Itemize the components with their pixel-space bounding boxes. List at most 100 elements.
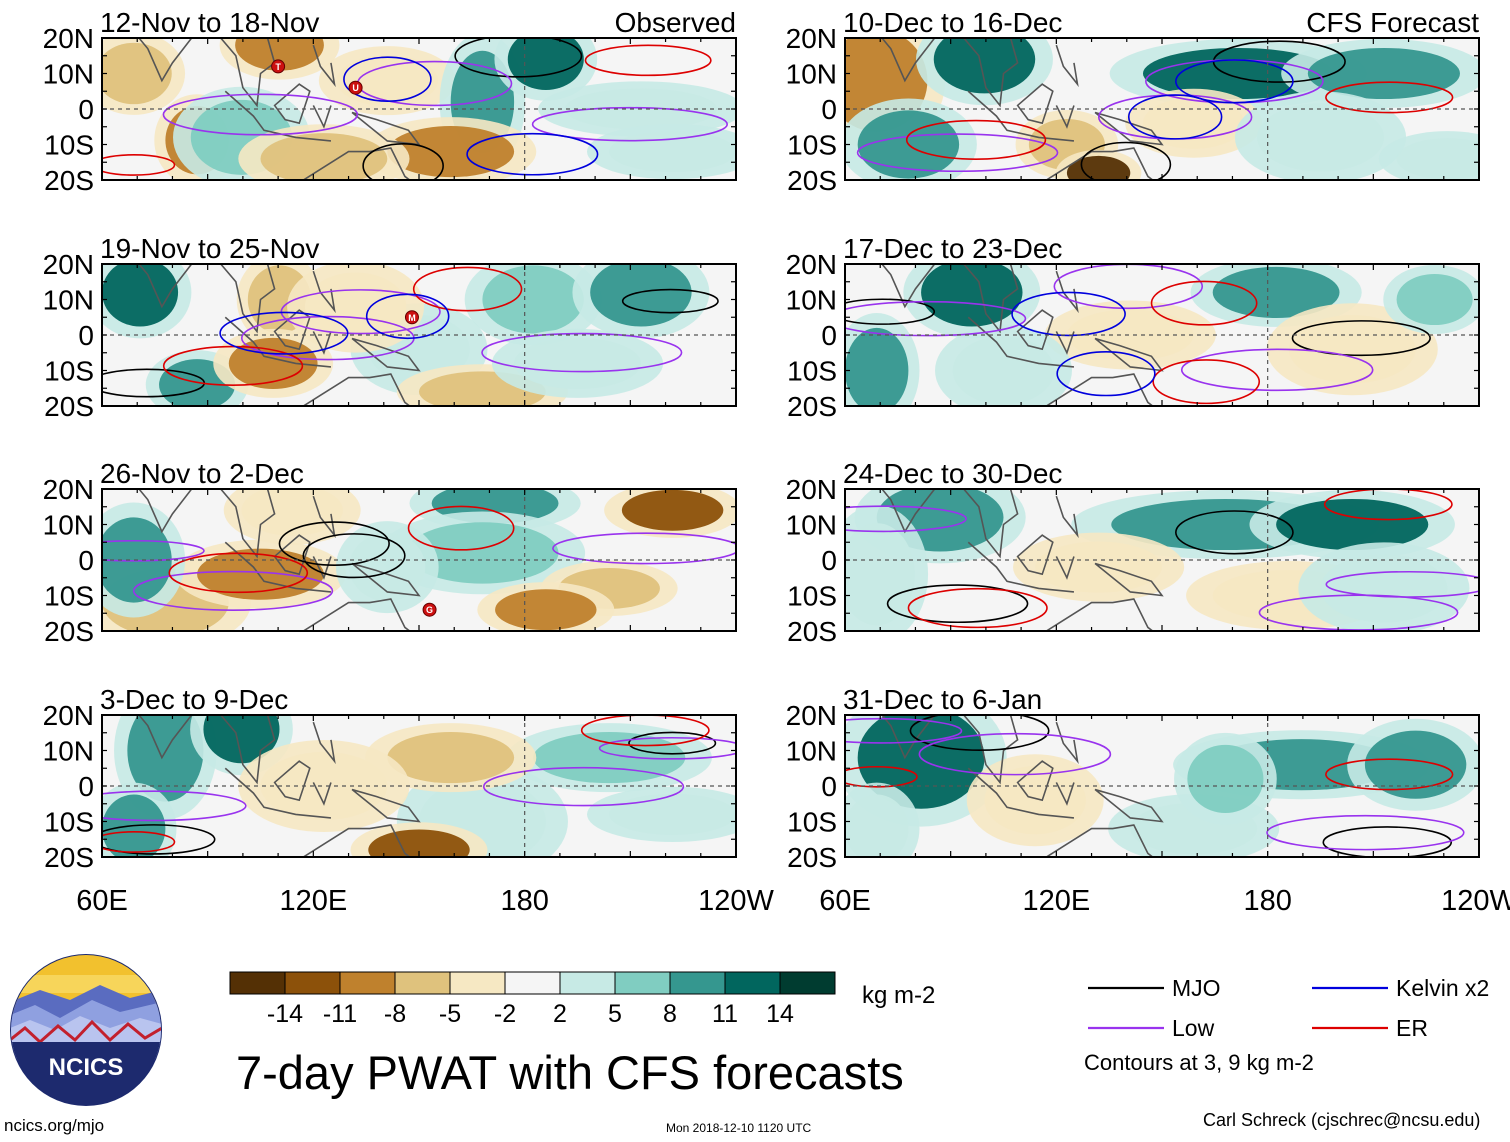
storm-letter: T [275, 62, 281, 72]
contour-line [621, 288, 719, 314]
storm-marker: M [404, 310, 419, 325]
coastline [1055, 105, 1075, 129]
legend: MJO Kelvin x2 Low ER [1088, 975, 1489, 1041]
coastline [224, 541, 332, 593]
lat-tick-label: 20N [43, 249, 94, 280]
coastline [1094, 788, 1164, 823]
lat-tick-label: 20N [43, 474, 94, 505]
coastline [967, 541, 1075, 593]
colorbar-swatch [724, 971, 781, 995]
contour-line [219, 311, 349, 355]
pwat-anomaly-blob [260, 751, 388, 821]
lat-tick-label: 0 [821, 771, 837, 802]
colorbar-swatch [449, 971, 506, 995]
lat-tick-label: 20N [43, 700, 94, 731]
lat-tick-label: 0 [821, 94, 837, 125]
colorbar-units: kg m-2 [862, 982, 936, 1009]
lat-tick-label: 10S [787, 807, 837, 838]
panel-period-title: 17-Dec to 23-Dec [843, 233, 1062, 264]
lat-tick-label: 10N [786, 285, 837, 316]
colorbar-tick-label: -2 [494, 1000, 516, 1028]
coastline [273, 760, 311, 802]
coastline [351, 788, 421, 823]
lat-tick-label: 20S [787, 391, 837, 422]
coastline [224, 767, 332, 819]
coastline [137, 489, 193, 534]
contour-line [102, 831, 176, 853]
coastline [1055, 721, 1079, 765]
colorbar-swatch [504, 971, 561, 995]
logo-text: NCICS [49, 1054, 124, 1081]
coastline [351, 111, 421, 146]
contour-line [598, 736, 736, 760]
pwat-anomaly-blob [127, 715, 204, 802]
pwat-anomaly-blob [952, 336, 1055, 405]
column-label: Observed [615, 7, 736, 38]
contour-line [482, 766, 685, 807]
colorbar-swatch [669, 971, 726, 995]
contour-line [907, 587, 1048, 629]
coastline [1055, 495, 1079, 539]
lat-tick-label: 20N [786, 23, 837, 54]
coastline [1055, 44, 1079, 88]
pwat-anomaly-blob [845, 327, 909, 406]
coastline [1044, 824, 1154, 857]
colorbar-swatch [559, 971, 616, 995]
lat-tick-label: 0 [821, 545, 837, 576]
lat-tick-label: 0 [78, 320, 94, 351]
contour-line [162, 93, 359, 136]
colorbar-tick-label: 14 [766, 1000, 794, 1028]
contour-line [1011, 291, 1126, 337]
contour-line [168, 552, 309, 594]
lat-tick-label: 10N [43, 736, 94, 767]
contour-line [845, 300, 1027, 337]
lon-tick-label: 120E [1022, 885, 1090, 917]
legend-item: Low [1088, 1015, 1215, 1041]
colorbar-tick-label: 11 [712, 1000, 738, 1028]
contour-line [1080, 141, 1172, 180]
lat-tick-label: 10N [43, 285, 94, 316]
colorbar-tick-label: -8 [384, 1000, 406, 1028]
coastline [1016, 760, 1054, 802]
lat-tick-label: 10S [44, 130, 94, 161]
lon-tick-label: 120E [279, 885, 347, 917]
contour-line [466, 132, 599, 176]
contour-line [1175, 59, 1294, 104]
contour-line [552, 532, 736, 565]
x-axis-labels: 60E 120E 180 120W 60E 120E 180 120W [76, 885, 1510, 917]
pwat-anomaly-blob [921, 264, 1023, 327]
colorbar: -14 -11 -8 -5 -2 2 5 8 11 14 [229, 971, 836, 1028]
colorbar-tick-label: 8 [663, 1000, 677, 1028]
pwat-anomaly-blob [1142, 97, 1245, 149]
lat-tick-label: 20S [44, 391, 94, 422]
legend-item: ER [1312, 1015, 1428, 1041]
map-panel-1: T U 12-Nov to 18-Nov Observed 20N 10N 0 10S 20S [43, 7, 737, 196]
timestamp: Mon 2018-12-10 1120 UTC [666, 1121, 812, 1135]
coastline [967, 767, 1075, 819]
contour-line [302, 533, 406, 579]
pwat-anomaly-blob [1320, 554, 1448, 623]
lon-tick-label: 120W [698, 885, 774, 917]
contour-line [856, 133, 1059, 173]
coastline [312, 44, 336, 88]
coastline [962, 38, 1019, 108]
contour-line [102, 539, 205, 562]
coastline [312, 495, 336, 539]
lat-tick-label: 20S [787, 616, 837, 647]
pwat-anomaly-blob [609, 793, 736, 835]
lat-tick-label: 20N [786, 249, 837, 280]
contour-line [628, 731, 717, 755]
contour-line [1325, 81, 1454, 114]
coastline [219, 489, 276, 559]
contour-line [845, 298, 936, 325]
pwat-anomaly-blob [845, 794, 909, 857]
contour-line [918, 732, 1112, 776]
coastline [351, 562, 421, 597]
lat-tick-label: 20N [786, 700, 837, 731]
coastline [1055, 270, 1079, 314]
colorbar-tick-label: -11 [323, 1000, 357, 1028]
coastline [962, 264, 1019, 334]
pwat-anomaly-blob [349, 533, 426, 602]
site-link[interactable]: ncics.org/mjo [4, 1116, 105, 1135]
